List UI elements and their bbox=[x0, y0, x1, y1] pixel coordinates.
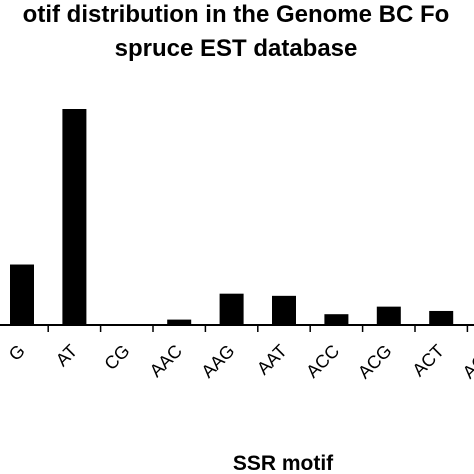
x-tick-label-aag: AAG bbox=[197, 341, 238, 382]
x-tick-label-acc: ACC bbox=[302, 341, 343, 382]
bar-aat bbox=[272, 295, 296, 325]
x-tick-label-aac: AAC bbox=[146, 341, 186, 381]
x-ticks-group: G AT CG AAC AAG AAT ACC ACG ACT AGC bbox=[5, 325, 474, 382]
bars-group bbox=[10, 109, 454, 325]
bar-acc bbox=[324, 314, 349, 325]
chart-title-line-1: otif distribution in the Genome BC Fo bbox=[23, 1, 450, 28]
bar-act bbox=[429, 310, 454, 325]
bar-acg bbox=[376, 306, 401, 325]
x-axis-title: SSR motif bbox=[233, 452, 334, 474]
x-tick-label-agc: AGC bbox=[459, 341, 474, 383]
x-tick-label-cg: CG bbox=[100, 341, 133, 374]
x-tick-label-g: G bbox=[5, 341, 29, 365]
x-tick-label-at: AT bbox=[52, 341, 81, 370]
x-tick-label-acg: ACG bbox=[354, 341, 396, 383]
chart-title-line-2: spruce EST database bbox=[115, 35, 358, 62]
bar-aag bbox=[219, 293, 244, 325]
x-tick-label-act: ACT bbox=[408, 341, 448, 381]
bar-aac bbox=[167, 319, 192, 325]
x-tick-label-aat: AAT bbox=[253, 341, 291, 379]
bar-at bbox=[62, 109, 87, 325]
bar-g bbox=[10, 264, 34, 325]
